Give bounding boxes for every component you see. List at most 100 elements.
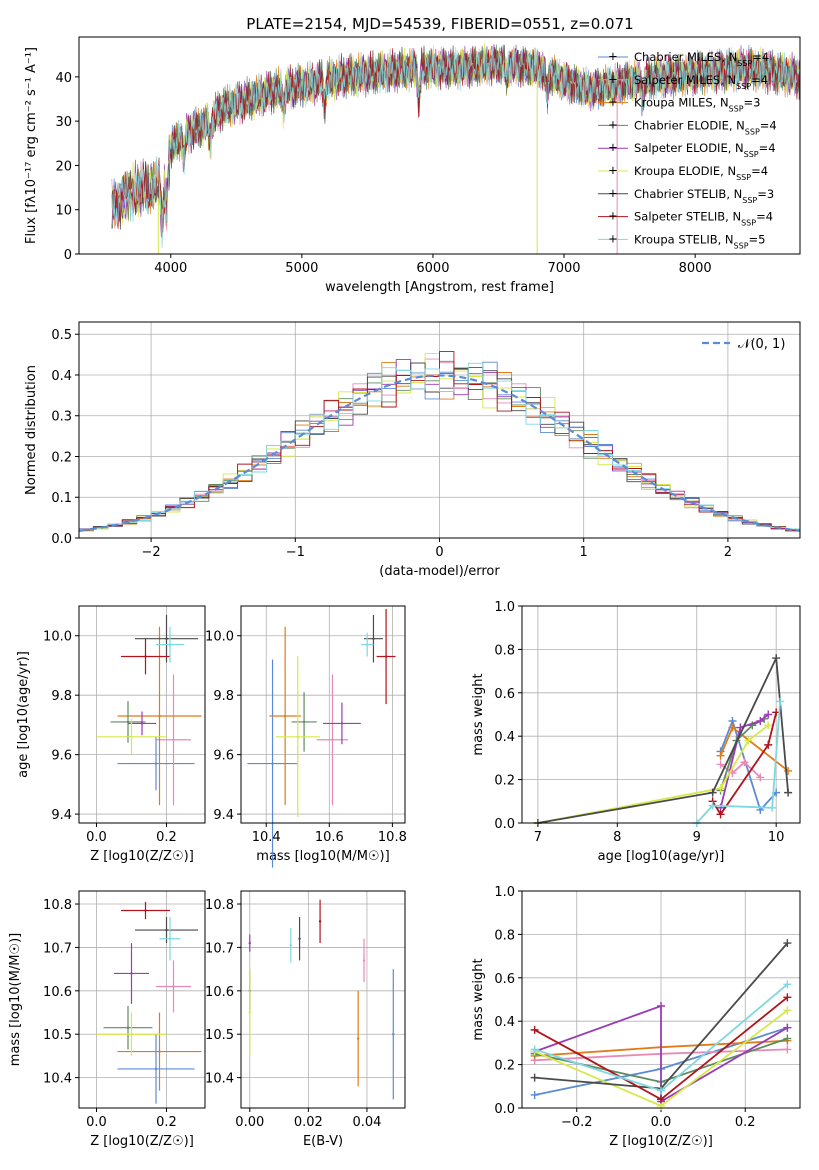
y-tick-label: 10.5 — [205, 1028, 234, 1043]
error-bars — [247, 608, 396, 868]
y-tick-label: 0.4 — [494, 730, 515, 745]
errorbar-salpeter-miles — [156, 960, 191, 1013]
data-point — [144, 909, 147, 912]
errorbar-kroupa-miles — [269, 626, 301, 806]
legend-marker: + — [608, 140, 618, 154]
weight-series-kroupa-stelib — [692, 697, 785, 827]
errorbar-chabrier-miles — [117, 736, 195, 791]
y-tick-label: 9.8 — [213, 689, 234, 704]
errorbar-kroupa-stelib — [159, 917, 181, 961]
weight-marker — [740, 758, 749, 767]
errorbar-salpeter-stelib — [376, 608, 396, 705]
y-tick-label: 10 — [55, 204, 72, 219]
weight-marker — [657, 1095, 665, 1104]
data-point — [302, 720, 306, 724]
errorbar-chabrier-elodie — [103, 1006, 153, 1050]
error-bars — [248, 899, 395, 1100]
weight-marker — [783, 1045, 792, 1054]
y-tick-label: 40 — [55, 71, 72, 86]
weight-marker — [708, 788, 717, 797]
weight-marker — [716, 810, 725, 819]
errorbar-salpeter-elodie — [114, 943, 149, 1004]
axes-frame — [240, 605, 406, 824]
axes-frame — [240, 890, 406, 1109]
errorbar-kroupa-elodie — [96, 718, 167, 755]
data-point — [172, 738, 175, 741]
gridlines — [79, 891, 205, 1108]
weight-marker — [744, 736, 753, 745]
data-point — [130, 972, 133, 975]
x-axis-label: Z [log10(Z/Z☉)] — [90, 1134, 194, 1149]
errorbar-salpeter-stelib — [121, 638, 170, 675]
data-point — [372, 637, 375, 640]
weight-marker — [783, 993, 792, 1002]
weight-marker — [764, 740, 773, 749]
weight-marker — [783, 1023, 792, 1032]
y-tick-label: 0.0 — [494, 817, 515, 832]
gridlines — [241, 891, 405, 1108]
x-tick-label: 7000 — [547, 261, 580, 276]
y-tick-label: 0.6 — [494, 972, 515, 987]
x-tick-label: 2 — [724, 545, 732, 560]
y-tick-label: 10.4 — [205, 1072, 234, 1087]
errorbar-salpeter-stelib — [318, 899, 322, 944]
data-point — [356, 1037, 360, 1040]
data-point — [283, 714, 287, 718]
legend-label: Kroupa ELODIE, NSSP=4 — [634, 164, 768, 182]
figure-title: PLATE=2154, MJD=54539, FIBERID=0551, z=0… — [246, 15, 633, 33]
weight-marker — [756, 717, 765, 726]
x-tick-label: −2 — [142, 545, 161, 560]
x-tick-label: 8000 — [679, 261, 712, 276]
legend-label: Chabrier MILES, NSSP=4 — [634, 50, 769, 68]
data-point — [126, 720, 130, 724]
normal-reference-curve — [79, 374, 800, 532]
weight-lines — [533, 654, 793, 827]
weight-lines — [530, 939, 792, 1110]
data-point — [298, 937, 301, 940]
x-axis-label: (data-model)/error — [379, 564, 500, 579]
weight-marker — [772, 654, 781, 663]
errorbar-chabrier-miles — [247, 659, 298, 868]
x-axis-label: age [log10(age/yr)] — [598, 849, 725, 864]
y-tick-label: 10.7 — [43, 941, 72, 956]
legend-label: Kroupa MILES, NSSP=3 — [634, 96, 760, 114]
errorbar-chabrier-stelib — [135, 614, 198, 663]
weight-marker — [530, 1045, 539, 1054]
data-point — [289, 944, 292, 947]
y-axis-label: Normed distribution — [24, 365, 39, 495]
x-tick-label: 0.2 — [156, 1115, 177, 1130]
data-point — [392, 1033, 395, 1036]
data-point — [362, 959, 366, 962]
errorbar-salpeter-elodie — [248, 934, 251, 952]
weight-marker — [783, 1034, 792, 1043]
weight-marker — [657, 1002, 665, 1011]
axes-frame — [521, 890, 801, 1109]
weight-series-salpeter-miles — [716, 758, 765, 782]
y-tick-label: 10.8 — [43, 898, 72, 913]
y-tick-label: 0.4 — [494, 1015, 515, 1030]
weight-marker — [716, 760, 725, 769]
data-point — [318, 920, 322, 923]
y-tick-label: 0.1 — [51, 491, 72, 506]
legend-label: Chabrier STELIB, NSSP=3 — [634, 187, 774, 205]
errorbar-kroupa-miles — [117, 626, 202, 806]
x-tick-label: 0.2 — [735, 1115, 756, 1130]
errorbar-chabrier-stelib — [298, 917, 301, 961]
y-tick-label: 0.6 — [494, 687, 515, 702]
y-axis-label: age [log10(age/yr)] — [16, 651, 31, 778]
gridlines — [522, 605, 800, 824]
y-tick-label: 0.2 — [494, 1059, 515, 1074]
x-axis-label: mass [log10(M/M☉)] — [256, 849, 389, 864]
axes-frame — [78, 321, 801, 539]
y-tick-label: 9.4 — [51, 808, 72, 823]
errorbar-kroupa-miles — [117, 1012, 202, 1091]
errorbar-chabrier-elodie — [110, 701, 146, 743]
weight-marker — [716, 784, 725, 793]
legend-marker: + — [608, 95, 618, 109]
weight-line — [534, 1004, 788, 1104]
weight-series-salpeter-stelib — [530, 993, 792, 1104]
axes-frame — [78, 36, 801, 255]
x-tick-label: 9 — [693, 830, 701, 845]
x-tick-label: 0.00 — [235, 1115, 264, 1130]
